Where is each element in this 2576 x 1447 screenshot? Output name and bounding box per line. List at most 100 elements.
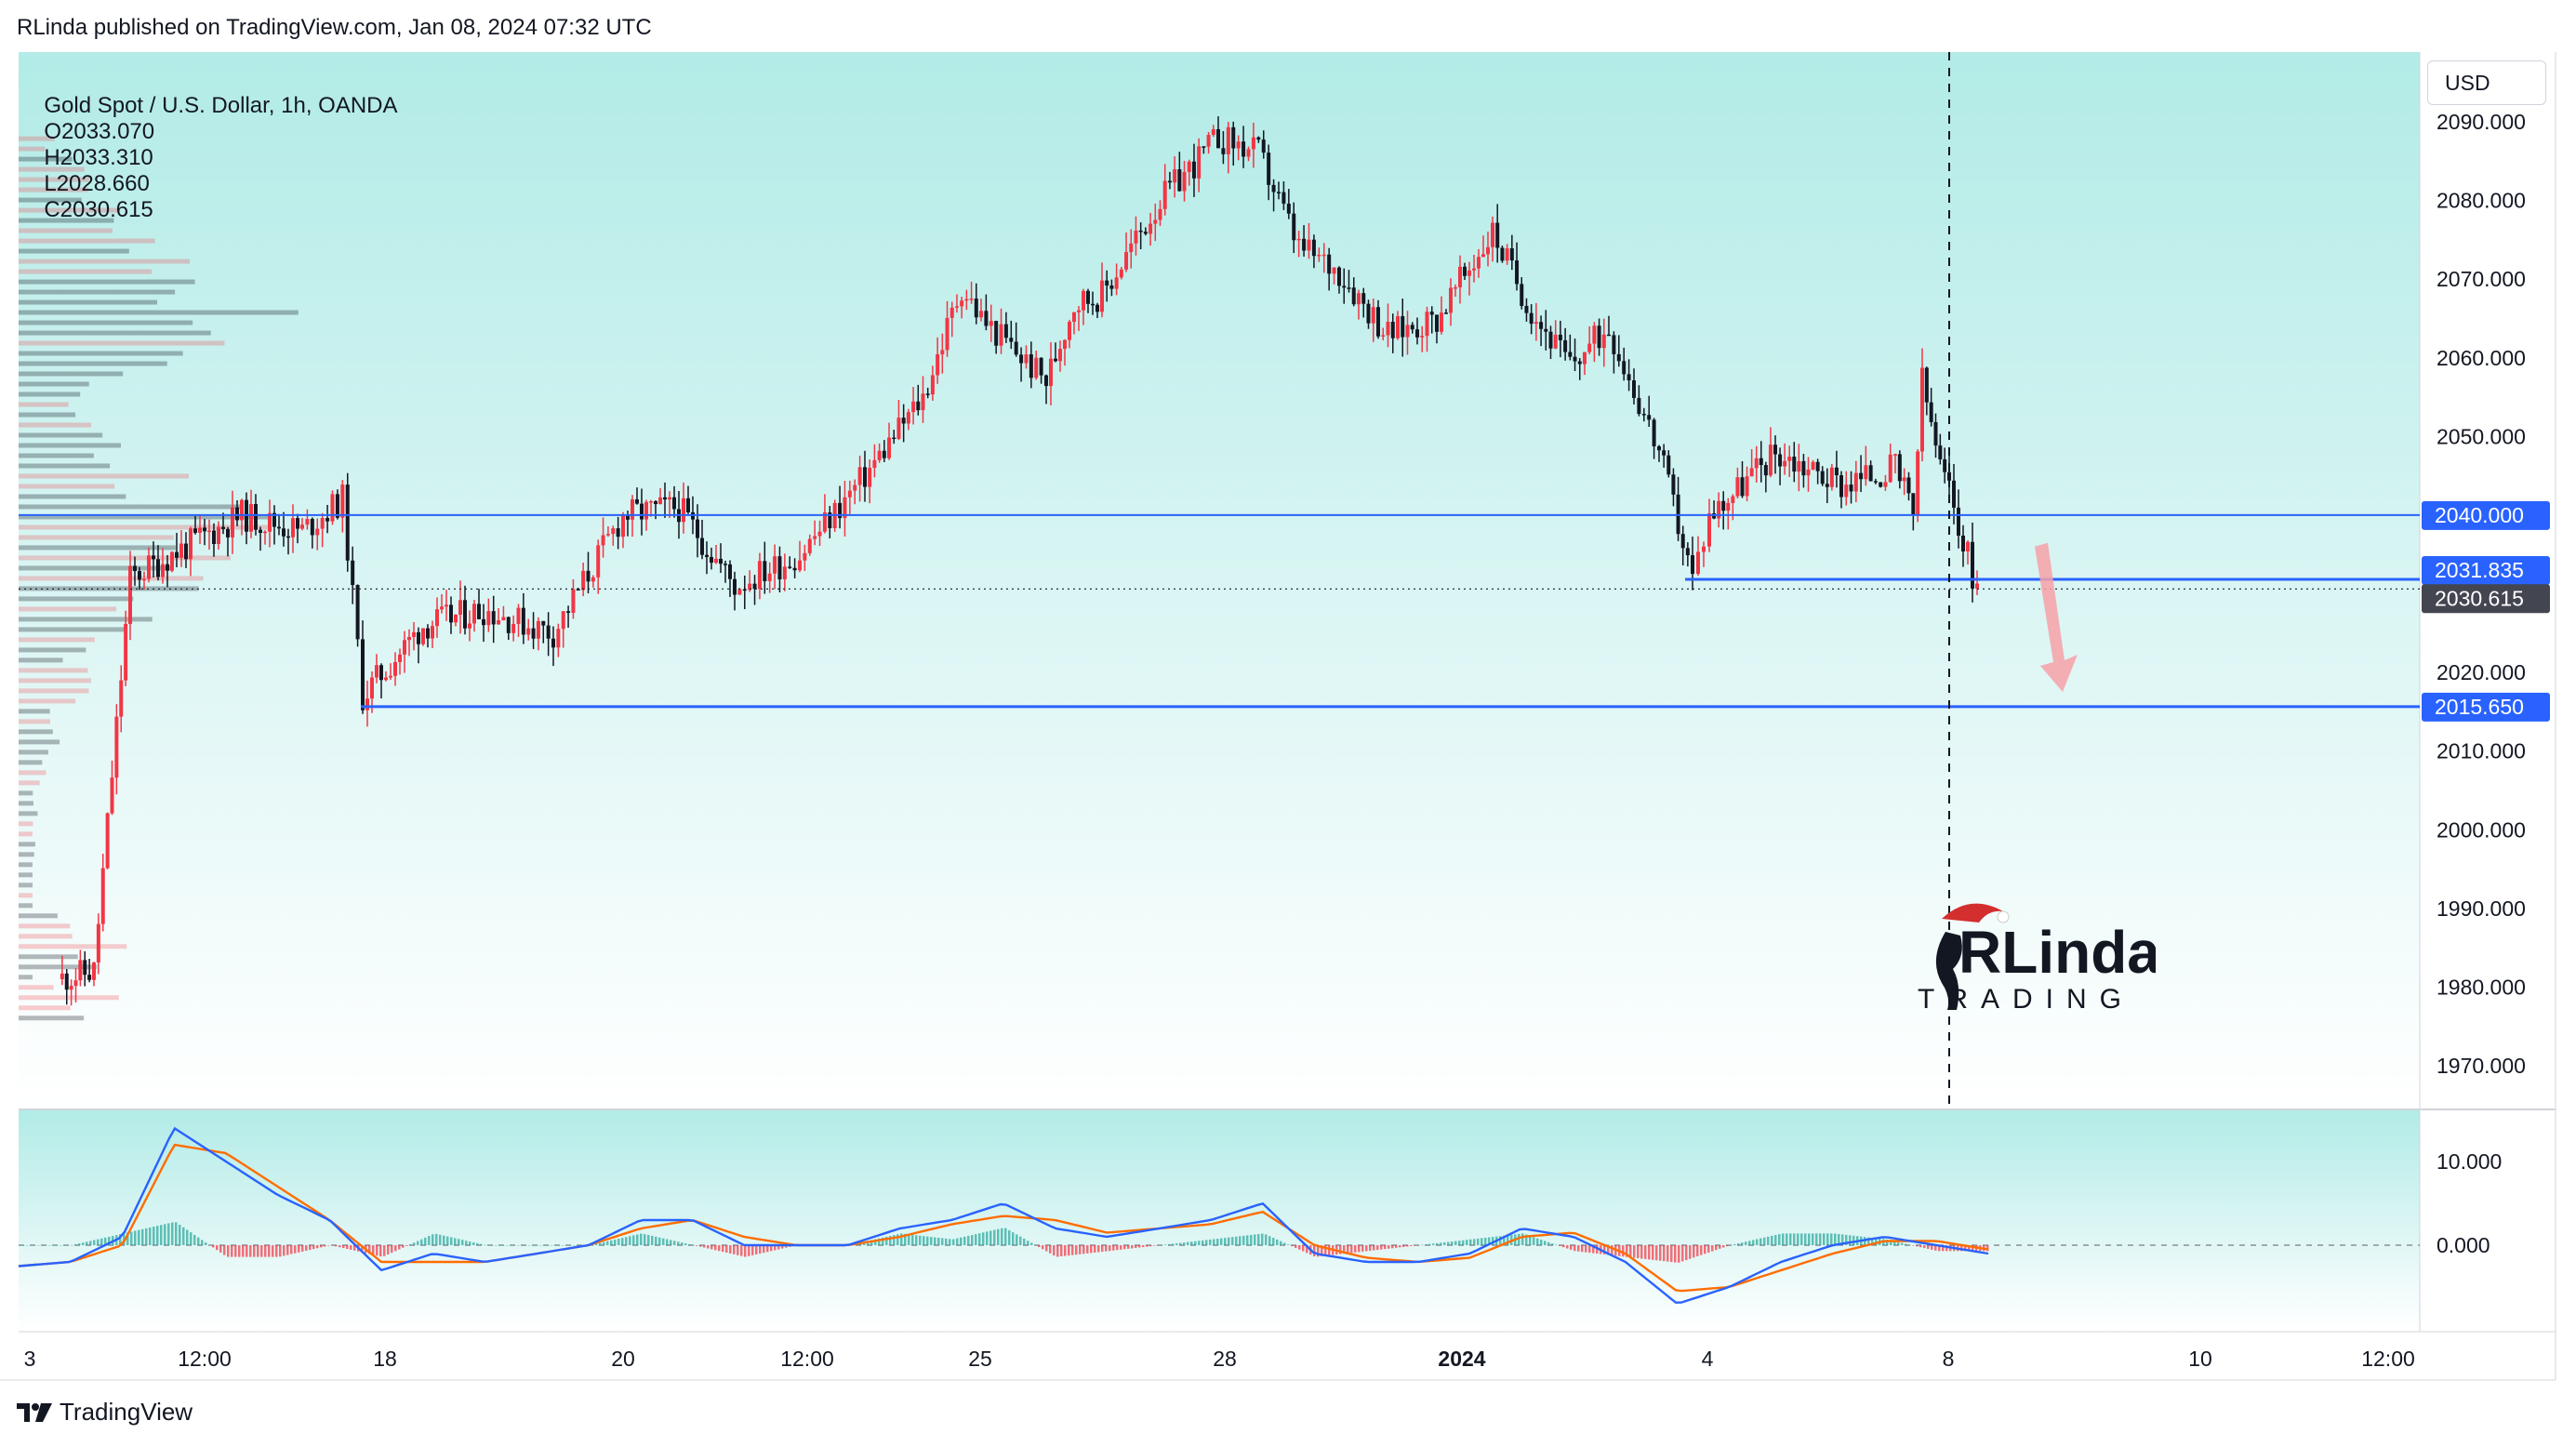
candle-body xyxy=(1277,192,1281,193)
price-tag-label: 2031.835 xyxy=(2435,558,2524,582)
macd-histogram-bar xyxy=(1674,1245,1677,1263)
candle-body xyxy=(1726,502,1731,511)
candle-body xyxy=(235,507,239,521)
macd-histogram-bar xyxy=(1149,1245,1152,1247)
macd-histogram-bar xyxy=(22,1245,25,1246)
macd-histogram-bar xyxy=(1328,1245,1331,1255)
candle-body xyxy=(198,527,202,533)
candle-body xyxy=(161,564,165,577)
macd-histogram-bar xyxy=(279,1245,282,1257)
macd-histogram-bar xyxy=(677,1241,680,1245)
candle-body xyxy=(1311,239,1316,257)
macd-histogram-bar xyxy=(86,1241,88,1245)
macd-histogram-bar xyxy=(1972,1245,1974,1252)
volume-profile-bar xyxy=(19,1016,85,1021)
candle-body xyxy=(1390,322,1395,339)
volume-profile-bar xyxy=(19,310,299,315)
macd-histogram-bar xyxy=(1901,1242,1904,1245)
candle-body xyxy=(1425,312,1429,337)
macd-histogram-bar xyxy=(562,1245,564,1246)
candle-body xyxy=(1691,555,1694,575)
candle-body xyxy=(1815,461,1820,471)
macd-histogram-bar xyxy=(610,1240,613,1245)
macd-histogram-bar xyxy=(684,1243,687,1245)
macd-histogram-bar xyxy=(19,1245,21,1246)
candle-body xyxy=(1920,367,1924,452)
macd-histogram-bar xyxy=(1027,1241,1029,1245)
macd-histogram-bar xyxy=(1771,1235,1773,1245)
candle-body xyxy=(506,617,511,633)
candle-body xyxy=(1173,169,1177,183)
macd-histogram-bar xyxy=(246,1245,248,1257)
candle-body xyxy=(1077,310,1081,312)
macd-histogram-bar xyxy=(1466,1240,1468,1245)
candle-body xyxy=(1778,454,1783,467)
candle-body xyxy=(282,528,285,537)
macd-histogram-bar xyxy=(1123,1245,1126,1250)
candle-body xyxy=(431,626,434,639)
macd-histogram-bar xyxy=(1086,1245,1089,1254)
published-caption: RLinda published on TradingView.com, Jan… xyxy=(17,15,652,40)
candle-body xyxy=(1242,141,1246,157)
legend-open: O2033.070 xyxy=(44,119,155,144)
volume-profile-bar xyxy=(19,750,48,755)
macd-histogram-bar xyxy=(335,1245,338,1247)
candle-body xyxy=(828,512,832,528)
price-axis-label: 2000.000 xyxy=(2437,817,2526,842)
macd-histogram-bar xyxy=(770,1245,773,1252)
candle-body xyxy=(1563,339,1568,352)
candle-body xyxy=(1386,322,1390,336)
macd-histogram-bar xyxy=(759,1245,762,1255)
macd-histogram-bar xyxy=(1202,1240,1204,1245)
candle-body xyxy=(1616,353,1621,362)
candle-body xyxy=(710,556,713,564)
candle-body xyxy=(345,485,350,561)
macd-histogram-bar xyxy=(391,1245,393,1254)
macd-histogram-bar xyxy=(1268,1236,1271,1245)
currency-button[interactable]: USD xyxy=(2427,60,2546,105)
volume-profile-bar xyxy=(19,371,124,377)
tradingview-logo-icon[interactable] xyxy=(17,1401,52,1424)
volume-profile-bar xyxy=(19,893,33,898)
macd-histogram-bar xyxy=(595,1243,598,1245)
macd-histogram-bar xyxy=(1637,1245,1640,1258)
macd-histogram-bar xyxy=(1626,1245,1628,1257)
macd-histogram-bar xyxy=(967,1235,970,1245)
candle-body xyxy=(175,551,179,558)
macd-histogram-bar xyxy=(632,1235,635,1245)
macd-histogram-bar xyxy=(900,1233,903,1245)
macd-histogram-bar xyxy=(551,1245,553,1246)
candle-body xyxy=(1357,293,1361,305)
macd-histogram-bar xyxy=(893,1235,896,1245)
candle-body xyxy=(1834,467,1839,476)
volume-profile-bar xyxy=(19,432,103,438)
footer-brand[interactable]: TradingView xyxy=(60,1398,193,1426)
candle-body xyxy=(1966,541,1970,551)
candle-body xyxy=(365,698,369,710)
candle-body xyxy=(445,604,448,607)
macd-histogram-bar xyxy=(692,1244,695,1246)
macd-histogram-bar xyxy=(662,1238,665,1245)
candle-body xyxy=(254,504,258,530)
macd-histogram-bar xyxy=(149,1227,152,1245)
volume-profile-bar xyxy=(19,514,272,520)
macd-histogram-bar xyxy=(1064,1245,1067,1256)
candle-body xyxy=(788,566,792,568)
macd-histogram-bar xyxy=(1518,1233,1520,1245)
macd-histogram-bar xyxy=(1492,1237,1494,1245)
macd-histogram-bar xyxy=(1436,1242,1439,1245)
volume-profile-bar xyxy=(19,790,33,796)
candle-body xyxy=(1410,325,1414,330)
volume-profile-bar xyxy=(19,852,34,857)
candle-body xyxy=(1929,402,1933,422)
macd-histogram-bar xyxy=(1228,1237,1230,1245)
price-tag xyxy=(2422,692,2550,722)
macd-histogram-bar xyxy=(1927,1245,1930,1249)
candle-body xyxy=(1063,339,1067,350)
legend-symbol[interactable]: Gold Spot / U.S. Dollar, 1h, OANDA xyxy=(44,93,398,118)
candle-body xyxy=(286,536,290,538)
candle-body xyxy=(1825,484,1829,487)
macd-histogram-bar xyxy=(1138,1245,1141,1248)
macd-histogram-bar xyxy=(126,1232,129,1245)
